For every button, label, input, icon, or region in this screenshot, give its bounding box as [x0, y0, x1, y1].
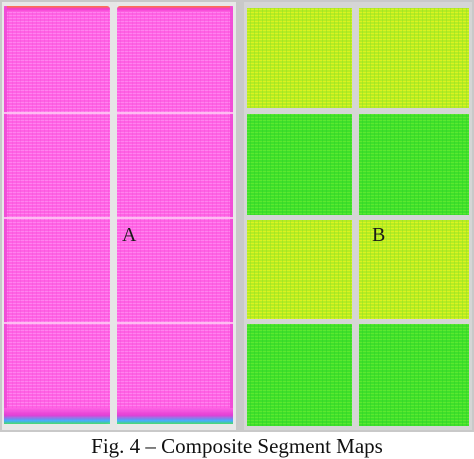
segment-b-tile: [359, 8, 469, 108]
segment-map-a: A: [2, 2, 236, 430]
segment-b-tile: [247, 324, 352, 426]
segment-b-tile: [359, 220, 469, 319]
segment-a-column-right: [117, 6, 233, 424]
segment-b-tile: [359, 324, 469, 426]
panel-label-a: A: [122, 224, 137, 246]
segment-b-column-left: [247, 8, 352, 426]
segment-a-column-left: [4, 6, 110, 424]
figure-frame: A: [0, 0, 474, 432]
segment-b-tile: [247, 114, 352, 215]
panel-label-b: B: [372, 224, 386, 246]
segment-a-boundaries: [4, 112, 233, 324]
segment-b-column-right: [359, 8, 469, 426]
segment-a-divider: [110, 2, 117, 430]
segment-map-b-graphic: [247, 8, 469, 426]
segment-b-tile: [359, 114, 469, 215]
segment-b-tile: [247, 220, 352, 319]
segment-map-a-graphic: [4, 2, 233, 430]
figure-caption: Fig. 4 – Composite Segment Maps: [91, 434, 383, 458]
segment-map-b: B: [244, 2, 472, 430]
segment-b-tile: [247, 8, 352, 108]
